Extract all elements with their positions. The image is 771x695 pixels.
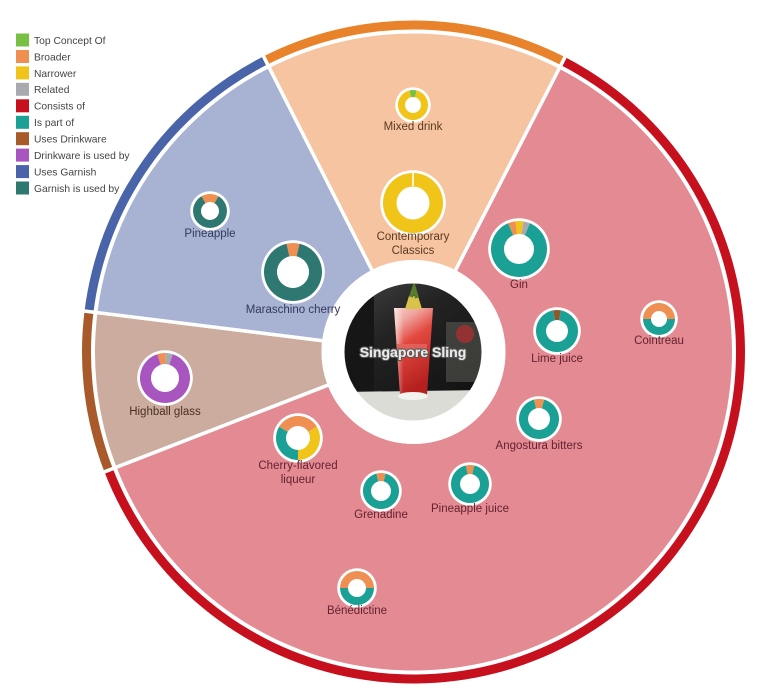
svg-text:Pineapple juice: Pineapple juice bbox=[431, 503, 509, 515]
svg-text:Lime juice: Lime juice bbox=[531, 353, 583, 365]
svg-text:Bénédictine: Bénédictine bbox=[327, 605, 387, 617]
svg-text:Maraschino cherry: Maraschino cherry bbox=[246, 304, 341, 316]
svg-text:Pineapple: Pineapple bbox=[184, 228, 235, 240]
svg-text:Contemporary: Contemporary bbox=[377, 231, 450, 243]
svg-text:Singapore Sling: Singapore Sling bbox=[360, 344, 467, 360]
svg-text:Top Concept Of: Top Concept Of bbox=[34, 36, 106, 47]
svg-text:Consists of: Consists of bbox=[34, 102, 85, 113]
svg-text:Is part of: Is part of bbox=[34, 118, 74, 129]
svg-text:Mixed drink: Mixed drink bbox=[384, 121, 443, 133]
svg-text:Narrower: Narrower bbox=[34, 69, 77, 80]
svg-text:Angostura bitters: Angostura bitters bbox=[496, 440, 583, 452]
svg-text:Related: Related bbox=[34, 85, 70, 96]
svg-text:Broader: Broader bbox=[34, 52, 71, 63]
svg-text:Garnish is used by: Garnish is used by bbox=[34, 184, 120, 195]
svg-text:Gin: Gin bbox=[510, 279, 528, 291]
svg-text:liqueur: liqueur bbox=[281, 474, 316, 486]
svg-text:Drinkware is used by: Drinkware is used by bbox=[34, 151, 130, 162]
svg-text:Cherry-flavored: Cherry-flavored bbox=[258, 460, 337, 472]
svg-text:Grenadine: Grenadine bbox=[354, 509, 408, 521]
svg-text:Uses Drinkware: Uses Drinkware bbox=[34, 135, 107, 146]
svg-text:Cointreau: Cointreau bbox=[634, 335, 684, 347]
svg-text:Highball glass: Highball glass bbox=[129, 406, 201, 418]
svg-text:Classics: Classics bbox=[392, 245, 435, 257]
svg-text:Uses Garnish: Uses Garnish bbox=[34, 168, 97, 179]
